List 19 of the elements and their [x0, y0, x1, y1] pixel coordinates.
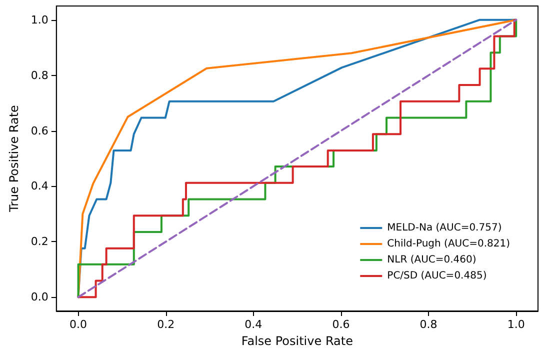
x-tick-label: 1.0 [507, 318, 525, 331]
y-axis-title: True Positive Rate [7, 105, 21, 213]
x-tick-label: 0.8 [420, 318, 438, 331]
line-series [77, 18, 518, 298]
y-tick-label: 1.0 [30, 13, 48, 26]
x-axis-title: False Positive Rate [241, 334, 353, 348]
x-tick-label: 0.6 [332, 318, 350, 331]
legend-label: NLR (AUC=0.460) [387, 254, 476, 266]
legend-label: MELD-Na (AUC=0.757) [387, 222, 502, 234]
x-tick-label: 0.4 [244, 318, 262, 331]
x-tick-label: 0.2 [157, 318, 175, 331]
y-tick-label: 0.8 [30, 68, 48, 82]
y-tick-label: 0.6 [30, 124, 48, 138]
x-tick-label: 0.0 [70, 318, 88, 331]
y-tick-label: 0.4 [30, 180, 48, 193]
legend-label: Child-Pugh (AUC=0.821) [387, 238, 510, 250]
legend-label: PC/SD (AUC=0.485) [387, 270, 487, 282]
y-tick-label: 0.0 [30, 290, 48, 304]
y-tick-label: 0.2 [30, 235, 48, 248]
